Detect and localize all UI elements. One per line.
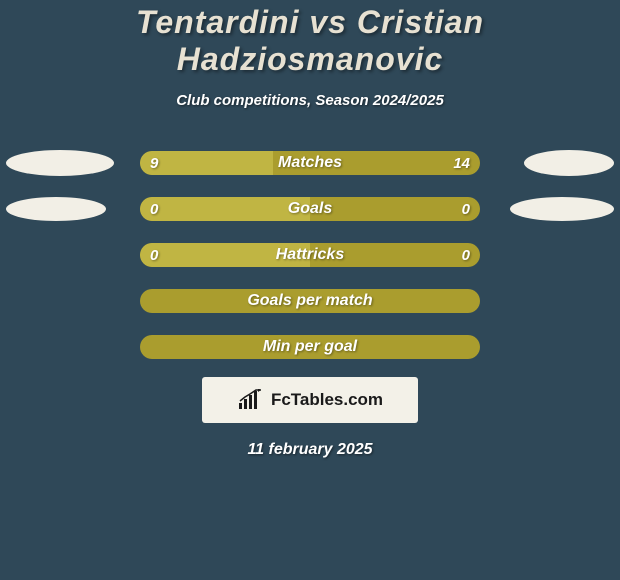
page-title: Tentardini vs Cristian Hadziosmanovic xyxy=(0,0,620,78)
stat-value-left: 0 xyxy=(150,247,158,264)
logo-box: FcTables.com xyxy=(202,377,418,423)
stat-value-right: 0 xyxy=(462,247,470,264)
stat-bar: 9 Matches 14 xyxy=(140,151,480,175)
player-oval-left-2 xyxy=(6,197,106,221)
stat-row-goals: 0 Goals 0 xyxy=(0,197,620,221)
player-oval-right-2 xyxy=(510,197,614,221)
stat-value-left: 9 xyxy=(150,155,158,172)
player-oval-right-1 xyxy=(524,150,614,176)
stat-bar: 0 Goals 0 xyxy=(140,197,480,221)
stat-label: Min per goal xyxy=(263,338,357,356)
stat-bar: Min per goal xyxy=(140,335,480,359)
stat-label: Goals xyxy=(288,200,332,218)
stat-value-right: 14 xyxy=(453,155,470,172)
main-container: Tentardini vs Cristian Hadziosmanovic Cl… xyxy=(0,0,620,580)
stat-bar: Goals per match xyxy=(140,289,480,313)
logo-text: FcTables.com xyxy=(271,390,383,410)
stat-bar-fill-left xyxy=(140,197,310,221)
chart-icon xyxy=(237,389,265,411)
stat-bar: 0 Hattricks 0 xyxy=(140,243,480,267)
stat-row-matches: 9 Matches 14 xyxy=(0,151,620,175)
stat-label: Hattricks xyxy=(276,246,344,264)
stat-value-right: 0 xyxy=(462,201,470,218)
stat-label: Goals per match xyxy=(247,292,372,310)
subtitle: Club competitions, Season 2024/2025 xyxy=(0,92,620,109)
stat-label: Matches xyxy=(278,154,342,172)
footer-date: 11 february 2025 xyxy=(0,441,620,459)
stats-rows: 9 Matches 14 0 Goals 0 0 Hattricks 0 xyxy=(0,151,620,359)
stat-value-left: 0 xyxy=(150,201,158,218)
stat-row-hattricks: 0 Hattricks 0 xyxy=(0,243,620,267)
stat-row-mpg: Min per goal xyxy=(0,335,620,359)
stat-row-gpm: Goals per match xyxy=(0,289,620,313)
stat-bar-fill-left xyxy=(140,151,273,175)
player-oval-left-1 xyxy=(6,150,114,176)
